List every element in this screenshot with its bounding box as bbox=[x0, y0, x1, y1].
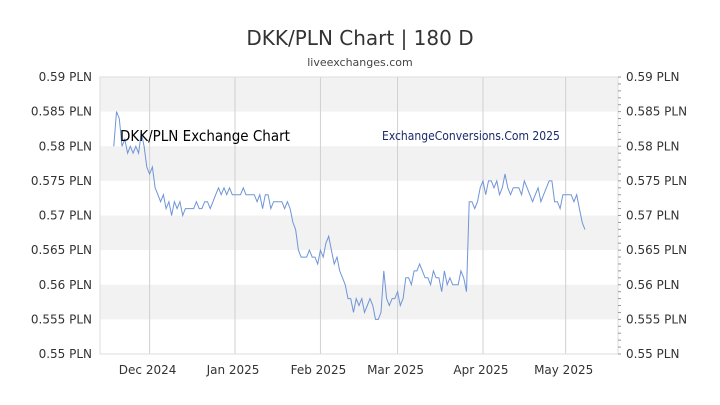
x-tick-label: Apr 2025 bbox=[453, 363, 508, 377]
y-tick-label-right: 0.555 PLN bbox=[626, 312, 687, 326]
y-tick-label-left: 0.585 PLN bbox=[31, 105, 92, 119]
y-tick-label-right: 0.55 PLN bbox=[626, 347, 679, 361]
chart-subtitle: liveexchanges.com bbox=[307, 56, 413, 69]
x-tick-label: May 2025 bbox=[534, 363, 593, 377]
grid-band bbox=[100, 77, 618, 112]
y-axis-right: 0.55 PLN 0.555 PLN 0.56 PLN 0.565 PLN 0.57 P… bbox=[618, 70, 687, 361]
y-tick-label-left: 0.56 PLN bbox=[39, 278, 92, 292]
y-tick-label-right: 0.59 PLN bbox=[626, 70, 679, 84]
y-tick-label-left: 0.575 PLN bbox=[31, 174, 92, 188]
grid-band bbox=[100, 146, 618, 181]
x-tick-label: Dec 2024 bbox=[119, 363, 177, 377]
y-tick-label-right: 0.565 PLN bbox=[626, 243, 687, 257]
x-axis: Dec 2024 Jan 2025 Feb 2025 Mar 2025 Apr 2025… bbox=[119, 363, 593, 377]
x-tick-label: Feb 2025 bbox=[291, 363, 347, 377]
y-tick-label-right: 0.575 PLN bbox=[626, 174, 687, 188]
y-tick-label-left: 0.555 PLN bbox=[31, 312, 92, 326]
chart-title: DKK/PLN Chart | 180 D bbox=[246, 26, 474, 50]
y-tick-label-right: 0.57 PLN bbox=[626, 209, 679, 223]
grid-band bbox=[100, 215, 618, 251]
y-tick-label-right: 0.56 PLN bbox=[626, 278, 679, 292]
y-tick-label-left: 0.58 PLN bbox=[39, 139, 92, 153]
chart-annotation-watermark: ExchangeConversions.Com 2025 bbox=[382, 129, 560, 143]
y-tick-label-left: 0.55 PLN bbox=[39, 347, 92, 361]
y-axis-left: 0.55 PLN 0.555 PLN 0.56 PLN 0.565 PLN 0.57 P… bbox=[31, 70, 92, 361]
grid-band bbox=[100, 284, 618, 320]
y-tick-label-left: 0.59 PLN bbox=[39, 70, 92, 84]
chart-bands bbox=[100, 77, 618, 320]
y-tick-label-left: 0.57 PLN bbox=[39, 209, 92, 223]
y-tick-label-right: 0.58 PLN bbox=[626, 139, 679, 153]
x-tick-label: Jan 2025 bbox=[206, 363, 260, 377]
series-line bbox=[113, 111, 586, 320]
y-tick-label-right: 0.585 PLN bbox=[626, 105, 687, 119]
chart-annotation-title: DKK/PLN Exchange Chart bbox=[120, 127, 290, 145]
y-tick-label-left: 0.565 PLN bbox=[31, 243, 92, 257]
vertical-grid bbox=[149, 77, 567, 354]
x-tick-label: Mar 2025 bbox=[367, 363, 424, 377]
